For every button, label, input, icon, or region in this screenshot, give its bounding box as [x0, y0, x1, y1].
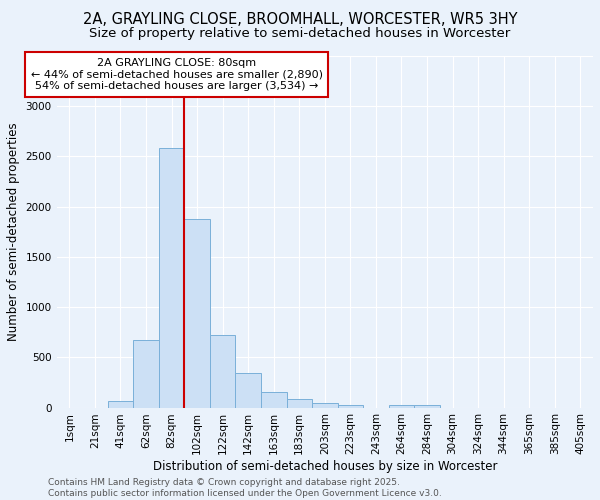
X-axis label: Distribution of semi-detached houses by size in Worcester: Distribution of semi-detached houses by …	[152, 460, 497, 473]
Bar	[389, 404, 414, 407]
Bar	[312, 404, 338, 407]
Bar	[159, 148, 184, 408]
Bar	[338, 404, 363, 407]
Bar	[235, 374, 261, 408]
Bar	[414, 404, 440, 407]
Text: Size of property relative to semi-detached houses in Worcester: Size of property relative to semi-detach…	[89, 28, 511, 40]
Bar	[184, 218, 210, 408]
Bar	[210, 335, 235, 407]
Y-axis label: Number of semi-detached properties: Number of semi-detached properties	[7, 122, 20, 341]
Text: 2A GRAYLING CLOSE: 80sqm
← 44% of semi-detached houses are smaller (2,890)
54% o: 2A GRAYLING CLOSE: 80sqm ← 44% of semi-d…	[31, 58, 323, 91]
Text: Contains HM Land Registry data © Crown copyright and database right 2025.
Contai: Contains HM Land Registry data © Crown c…	[48, 478, 442, 498]
Bar	[133, 340, 159, 407]
Text: 2A, GRAYLING CLOSE, BROOMHALL, WORCESTER, WR5 3HY: 2A, GRAYLING CLOSE, BROOMHALL, WORCESTER…	[83, 12, 517, 28]
Bar	[108, 401, 133, 407]
Bar	[261, 392, 287, 407]
Bar	[287, 399, 312, 407]
